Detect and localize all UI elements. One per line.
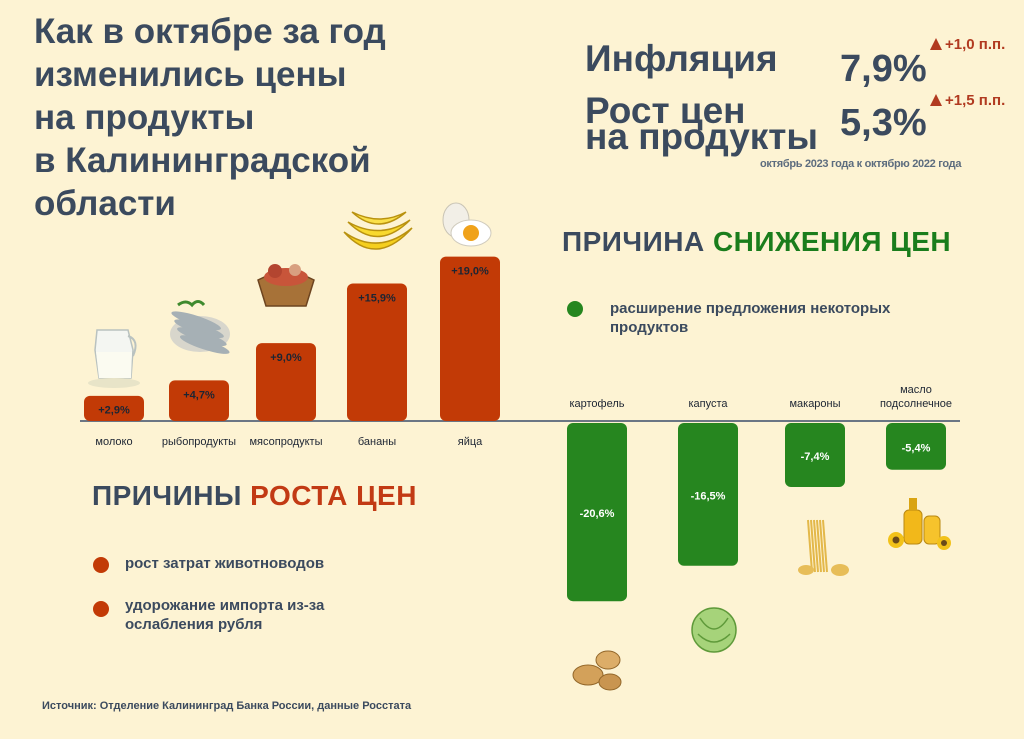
bar-8 xyxy=(886,423,946,470)
bar-value-label: +19,0% xyxy=(451,266,489,278)
category-label: молоко xyxy=(95,436,132,448)
up-triangle-icon xyxy=(930,94,942,106)
decrease-heading-accent: СНИЖЕНИЯ ЦЕН xyxy=(712,226,952,257)
bullet-dot xyxy=(567,301,583,317)
bananas-icon xyxy=(343,211,413,250)
fish-icon xyxy=(170,300,230,354)
category-label: яйца xyxy=(458,436,483,448)
bar-value-label: +4,7% xyxy=(183,389,215,401)
bar-value-label: +15,9% xyxy=(358,292,396,304)
bar-0 xyxy=(84,395,144,421)
inflation-delta: +1,0 п.п. xyxy=(930,36,1005,53)
decrease-heading: ПРИЧИНА СНИЖЕНИЯ ЦЕН xyxy=(562,226,951,258)
bar-value-label: +2,9% xyxy=(98,404,130,416)
category-label: макароны xyxy=(789,398,840,410)
decrease-heading-plain: ПРИЧИНА xyxy=(562,226,713,257)
title-line: на продукты xyxy=(34,98,255,137)
bar-7 xyxy=(785,423,845,488)
bullet-dot xyxy=(93,557,109,573)
bar-1 xyxy=(169,380,229,421)
title-line: изменились цены xyxy=(34,55,347,94)
page-title: Как в октябре за год изменились цены на … xyxy=(34,10,454,225)
inflation-value: 7,9% xyxy=(840,48,927,90)
food-label-line2: на продукты xyxy=(585,116,819,157)
inflation-label: Инфляция xyxy=(585,38,778,79)
pasta-icon xyxy=(798,519,849,576)
bullet-dot xyxy=(93,601,109,617)
title-line: в Калининградской xyxy=(34,141,371,180)
category-label: масло xyxy=(900,384,932,396)
inflation-delta-text: +1,0 п.п. xyxy=(945,36,1006,53)
bar-2 xyxy=(256,343,316,421)
meat-basket-icon xyxy=(257,264,315,307)
increase-reason: удорожание импорта из-за ослабления рубл… xyxy=(125,597,325,633)
category-label: картофель xyxy=(569,398,624,410)
bar-value-label: -5,4% xyxy=(902,442,931,454)
category-label: бананы xyxy=(358,436,396,448)
bar-6 xyxy=(678,423,738,566)
title-line: области xyxy=(34,184,176,223)
cabbage-icon xyxy=(691,607,737,653)
increase-heading-accent: РОСТА ЦЕН xyxy=(250,480,417,511)
decrease-reason: расширение предложения некоторых продукт… xyxy=(610,300,891,336)
up-triangle-icon xyxy=(930,38,942,50)
increase-reason: рост затрат животноводов xyxy=(125,555,325,572)
food-label-line1: Рост цен xyxy=(585,90,746,131)
bar-value-label: -16,5% xyxy=(691,490,726,502)
title-line: Как в октябре за год xyxy=(34,12,386,51)
bar-3 xyxy=(347,283,407,421)
bar-5 xyxy=(567,423,627,602)
bar-value-label: -20,6% xyxy=(580,508,615,520)
oil-icon xyxy=(888,498,951,550)
increase-heading-plain: ПРИЧИНЫ xyxy=(92,480,251,511)
category-label: подсолнечное xyxy=(880,398,952,410)
milk-icon xyxy=(88,329,140,388)
period-note: октябрь 2023 года к октябрю 2022 года xyxy=(760,158,962,170)
category-label: рыбопродукты xyxy=(162,436,236,448)
source-note: Источник: Отделение Калининград Банка Ро… xyxy=(42,700,412,712)
food-delta: +1,5 п.п. xyxy=(930,92,1005,109)
bar-value-label: +9,0% xyxy=(270,352,302,364)
bar-4 xyxy=(440,256,500,421)
food-value: 5,3% xyxy=(840,102,927,144)
bar-value-label: -7,4% xyxy=(801,451,830,463)
increase-heading: ПРИЧИНЫ РОСТА ЦЕН xyxy=(92,480,417,512)
potato-icon xyxy=(572,650,622,691)
category-label: мясопродукты xyxy=(249,436,322,448)
food-delta-text: +1,5 п.п. xyxy=(945,92,1006,109)
category-label: капуста xyxy=(688,398,728,410)
egg-icon xyxy=(442,202,492,247)
